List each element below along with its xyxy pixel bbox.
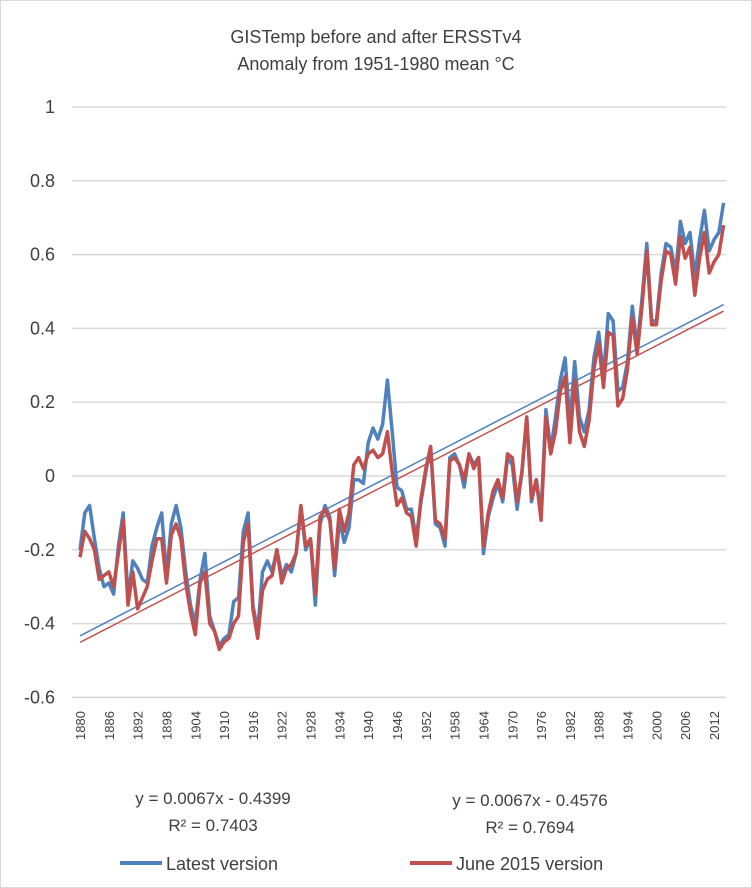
series-line-latest bbox=[78, 202, 726, 648]
x-tick-label: 1976 bbox=[534, 711, 549, 740]
x-tick-label: 1886 bbox=[102, 711, 117, 740]
trendline-r2-latest: R² = 0.7403 bbox=[168, 816, 257, 835]
x-tick-label: 1904 bbox=[188, 711, 203, 740]
y-tick-label: -0.4 bbox=[24, 614, 55, 634]
x-tick-label: 1988 bbox=[592, 711, 607, 740]
legend-label-june2015: June 2015 version bbox=[456, 854, 603, 874]
chart-title-line-1: GISTemp before and after ERSSTv4 bbox=[230, 27, 521, 47]
x-tick-label: 1880 bbox=[73, 711, 88, 740]
trendline-r2-june2015: R² = 0.7694 bbox=[485, 818, 574, 837]
x-tick-label: 1928 bbox=[304, 711, 319, 740]
chart-title-line-2: Anomaly from 1951-1980 mean °C bbox=[237, 54, 514, 74]
trendline-equation-june2015: y = 0.0067x - 0.4576 bbox=[452, 791, 607, 810]
x-tick-label: 1952 bbox=[419, 711, 434, 740]
x-tick-label: 1934 bbox=[332, 711, 347, 740]
x-tick-label: 2006 bbox=[678, 711, 693, 740]
x-tick-label: 1994 bbox=[621, 711, 636, 740]
x-tick-label: 1898 bbox=[159, 711, 174, 740]
x-tick-label: 1922 bbox=[275, 711, 290, 740]
series-line-june2015 bbox=[78, 224, 726, 652]
x-tick-label: 1910 bbox=[217, 711, 232, 740]
y-tick-label: 0.6 bbox=[30, 245, 55, 265]
x-tick-label: 1970 bbox=[505, 711, 520, 740]
x-tick-label: 2012 bbox=[707, 711, 722, 740]
x-tick-label: 1892 bbox=[131, 711, 146, 740]
x-tick-label: 1940 bbox=[361, 711, 376, 740]
y-tick-label: 0.4 bbox=[30, 318, 55, 338]
y-tick-label: 0.8 bbox=[30, 171, 55, 191]
x-tick-label: 1946 bbox=[390, 711, 405, 740]
x-tick-label: 2000 bbox=[649, 711, 664, 740]
x-tick-label: 1958 bbox=[448, 711, 463, 740]
legend: Latest version June 2015 version bbox=[120, 854, 603, 874]
x-tick-label: 1982 bbox=[563, 711, 578, 740]
y-tick-label: 0 bbox=[45, 466, 55, 486]
legend-label-latest: Latest version bbox=[166, 854, 278, 874]
y-tick-label: -0.2 bbox=[24, 540, 55, 560]
trendline-equation-latest: y = 0.0067x - 0.4399 bbox=[135, 789, 290, 808]
y-tick-label: 1 bbox=[45, 97, 55, 117]
x-tick-label: 1916 bbox=[246, 711, 261, 740]
y-tick-label: -0.6 bbox=[24, 687, 55, 707]
y-tick-label: 0.2 bbox=[30, 392, 55, 412]
x-tick-label: 1964 bbox=[476, 711, 491, 740]
